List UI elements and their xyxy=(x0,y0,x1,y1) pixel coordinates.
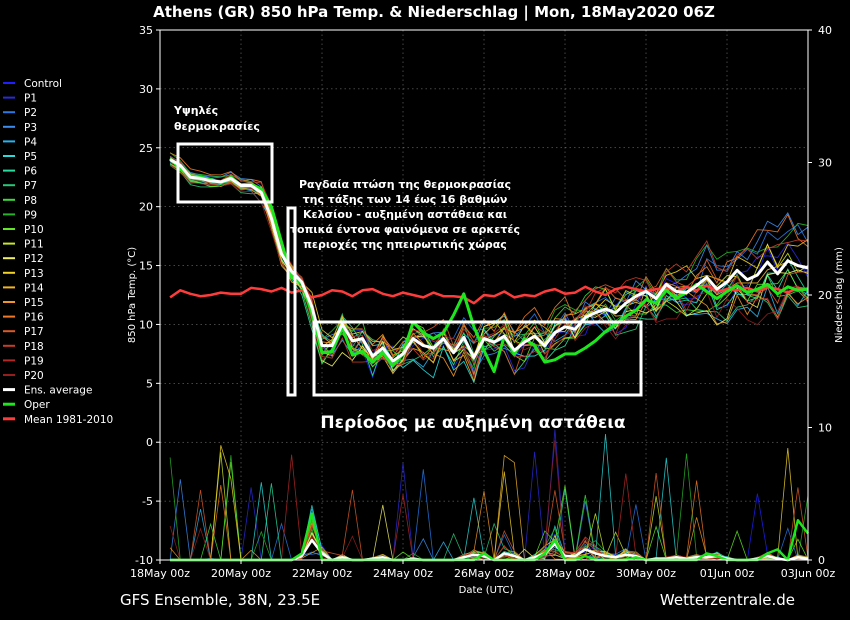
x-tick-label: 03Jun 00z xyxy=(781,567,836,580)
legend-label: P18 xyxy=(24,341,44,353)
legend-label: Ens. average xyxy=(24,385,92,397)
y2-axis-label: Niederschlag (mm) xyxy=(834,247,845,343)
y-tick-label: 20 xyxy=(139,201,153,214)
y2-tick-label: 30 xyxy=(818,157,832,170)
x-tick-label: 24May 00z xyxy=(373,567,433,580)
legend-label: P8 xyxy=(24,195,37,207)
legend-label: P3 xyxy=(24,122,37,134)
legend-label: P15 xyxy=(24,297,44,309)
annotation-high-temp-1: Υψηλές xyxy=(173,104,218,117)
y2-tick-label: 10 xyxy=(818,422,832,435)
temp-line-p17 xyxy=(169,158,809,376)
unstable-period-box xyxy=(312,320,643,397)
footer-site: Wetterzentrale.de xyxy=(660,591,795,609)
legend-label: P10 xyxy=(24,224,44,236)
y2-tick-label: 20 xyxy=(818,289,832,302)
chart-title: Athens (GR) 850 hPa Temp. & Niederschlag… xyxy=(153,3,715,22)
legend-label: P6 xyxy=(24,166,37,178)
legend-label: P20 xyxy=(24,370,44,382)
precip-line-oper xyxy=(170,512,809,562)
precip-line-p20 xyxy=(169,440,809,561)
precip-line-p9 xyxy=(169,453,809,561)
y-tick-label: 5 xyxy=(146,377,153,390)
x-tick-label: 26May 00z xyxy=(454,567,514,580)
x-tick-label: 30May 00z xyxy=(616,567,676,580)
x-tick-label: 28May 00z xyxy=(535,567,595,580)
legend-label: P2 xyxy=(24,107,37,119)
y-axis-label: 850 hPa Temp. (°C) xyxy=(127,247,138,343)
y-tick-label: 35 xyxy=(139,24,153,37)
y-tick-label: 10 xyxy=(139,318,153,331)
y2-axis-ticks: 40 30 20 10 0 xyxy=(808,24,832,567)
x-axis-label: Date (UTC) xyxy=(459,585,514,596)
legend-label: P11 xyxy=(24,239,44,251)
legend-label: P19 xyxy=(24,355,44,367)
legend-label: P4 xyxy=(24,136,37,148)
legend-label: P7 xyxy=(24,180,37,192)
precip-line-p12 xyxy=(170,504,809,561)
y-tick-label: 15 xyxy=(139,260,153,273)
y-tick-label: -5 xyxy=(142,495,153,508)
y-axis-ticks: 35 30 25 20 15 10 5 0 -5 -10 xyxy=(135,24,160,567)
y2-tick-label: 0 xyxy=(818,554,825,567)
legend-label: P16 xyxy=(24,312,44,324)
legend-label: P1 xyxy=(24,93,37,105)
annotation-drop-4: τοπικά έντονα φαινόμενα σε αρκετές xyxy=(290,223,520,236)
y-tick-label: -10 xyxy=(135,554,153,567)
annotation-drop-1: Ραγδαία πτώση της θερμοκρασίας xyxy=(299,178,511,191)
annotation-drop-5: περιοχές της ηπειρωτικής χώρας xyxy=(303,238,507,251)
temp-line-oper xyxy=(169,157,809,374)
legend-label: P13 xyxy=(24,268,44,280)
annotation-drop: Ραγδαία πτώση της θερμοκρασίας της τάξης… xyxy=(290,178,520,251)
legend-label: Oper xyxy=(24,399,50,411)
precip-line-p6 xyxy=(170,483,809,561)
legend-label: P17 xyxy=(24,326,44,338)
temp-line-ens-average xyxy=(169,158,809,363)
footer-source: GFS Ensemble, 38N, 23.5E xyxy=(120,591,320,609)
annotation-high-temp-2: θερμοκρασίες xyxy=(174,120,260,133)
annotation-drop-3: Κελσίου - αυξημένη αστάθεια και xyxy=(303,208,507,221)
legend-label: Mean 1981-2010 xyxy=(24,414,113,426)
y-tick-label: 0 xyxy=(146,436,153,449)
precip-line-p16 xyxy=(170,480,809,561)
legend-label: Control xyxy=(24,78,62,90)
legend-label: P12 xyxy=(24,253,44,265)
annotation-unstable: Περίοδος με αυξημένη αστάθεια xyxy=(320,413,625,433)
high-temp-box xyxy=(176,142,274,204)
legend: Control P1 P2 P3 P4 P5 P6 P7 P8 P9 P10 P11 P12 P13 P14… xyxy=(3,78,113,426)
legend-label: P14 xyxy=(24,282,44,294)
x-tick-label: 20May 00z xyxy=(211,567,271,580)
drop-marker-box xyxy=(286,206,297,397)
x-tick-label: 01Jun 00z xyxy=(700,567,755,580)
y-tick-label: 30 xyxy=(139,83,153,96)
x-tick-label: 18May 00z xyxy=(130,567,190,580)
precip-line-p13 xyxy=(170,445,809,561)
x-tick-label: 22May 00z xyxy=(292,567,352,580)
temp-line-p19 xyxy=(169,160,809,367)
legend-label: P9 xyxy=(24,209,37,221)
temp-line-p20 xyxy=(169,164,809,380)
y2-tick-label: 40 xyxy=(818,24,832,37)
y-tick-label: 25 xyxy=(139,142,153,155)
annotation-drop-2: της τάξης των 14 έως 16 βαθμών xyxy=(303,193,508,206)
x-axis-ticks: 18May 00z 20May 00z 22May 00z 24May 00z 26Ma… xyxy=(130,560,835,580)
legend-label: P5 xyxy=(24,151,37,163)
precipitation-lines xyxy=(169,429,809,562)
